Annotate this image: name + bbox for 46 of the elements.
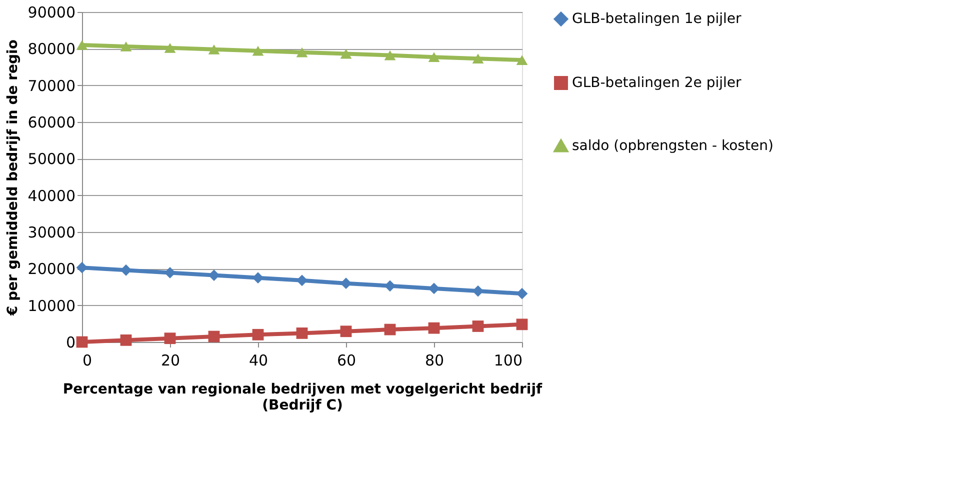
point [120, 42, 132, 52]
y-axis-title: € per gemiddeld bedrijf in de regio [4, 39, 21, 316]
point [340, 326, 352, 338]
point [472, 54, 484, 64]
point [164, 42, 176, 53]
x-tick-label: 40 [248, 352, 268, 370]
y-tick-label: 40000 [28, 186, 76, 205]
point [208, 330, 220, 342]
y-tick-label: 90000 [28, 4, 76, 22]
point [296, 47, 308, 58]
point [208, 44, 220, 54]
point [516, 55, 528, 65]
point [472, 320, 484, 332]
point [428, 322, 440, 334]
y-tick-label: 50000 [28, 150, 76, 168]
y-tick-label: 70000 [28, 76, 76, 95]
x-tick-label: 80 [424, 352, 444, 370]
y-tick-label: 0 [66, 334, 76, 352]
y-tick-label: 60000 [28, 114, 76, 132]
y-tick-label: 10000 [28, 296, 76, 315]
point [76, 40, 88, 50]
y-tick-label: 80000 [28, 40, 76, 58]
x-tick-label: 20 [160, 352, 180, 370]
point [516, 288, 528, 300]
y-tick-label: 30000 [28, 224, 76, 242]
point [428, 282, 440, 294]
point [472, 285, 484, 297]
legend-label: saldo (opbrengsten - kosten) [572, 138, 774, 154]
y-tick-label: 20000 [28, 260, 76, 278]
point [120, 334, 132, 346]
point [252, 328, 264, 340]
point [252, 46, 264, 56]
x-axis-title: Percentage van regionale bedrijven met vogelgericht bedrijf (Bedrijf C) [62, 382, 543, 414]
point [164, 332, 176, 344]
point [428, 52, 440, 62]
legend-label: GLB-betalingen 2e pijler [572, 75, 742, 91]
x-tick-label: 60 [336, 352, 356, 370]
point [516, 318, 528, 330]
point [340, 48, 352, 59]
point [76, 336, 88, 348]
x-tick-label: 0 [82, 352, 92, 370]
point [296, 328, 308, 339]
legend-label: GLB-betalingen 1e pijler [572, 11, 742, 27]
x-tick-label: 100 [494, 352, 522, 370]
point [384, 324, 396, 336]
point [384, 50, 396, 60]
